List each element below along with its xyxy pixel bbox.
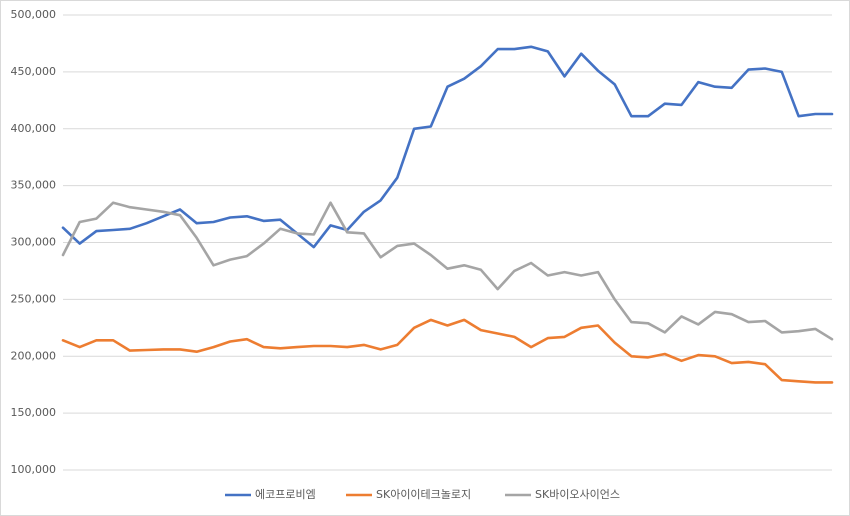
series-line — [61, 318, 834, 384]
y-tick-label: 300,000 — [11, 236, 57, 249]
y-tick-label: 100,000 — [11, 463, 57, 476]
y-tick-label: 450,000 — [11, 65, 57, 78]
legend-label: SK아이이테크놀로지 — [376, 488, 471, 501]
series-line — [61, 45, 834, 249]
legend-label: SK바이오사이언스 — [535, 488, 620, 501]
y-tick-label: 350,000 — [11, 179, 57, 192]
y-tick-label: 200,000 — [11, 349, 57, 362]
y-tick-label: 500,000 — [11, 8, 57, 21]
y-tick-label: 250,000 — [11, 292, 57, 305]
y-tick-label: 400,000 — [11, 122, 57, 135]
legend-label: 에코프로비엠 — [255, 488, 316, 501]
y-tick-label: 150,000 — [11, 406, 57, 419]
series-line — [61, 201, 834, 341]
